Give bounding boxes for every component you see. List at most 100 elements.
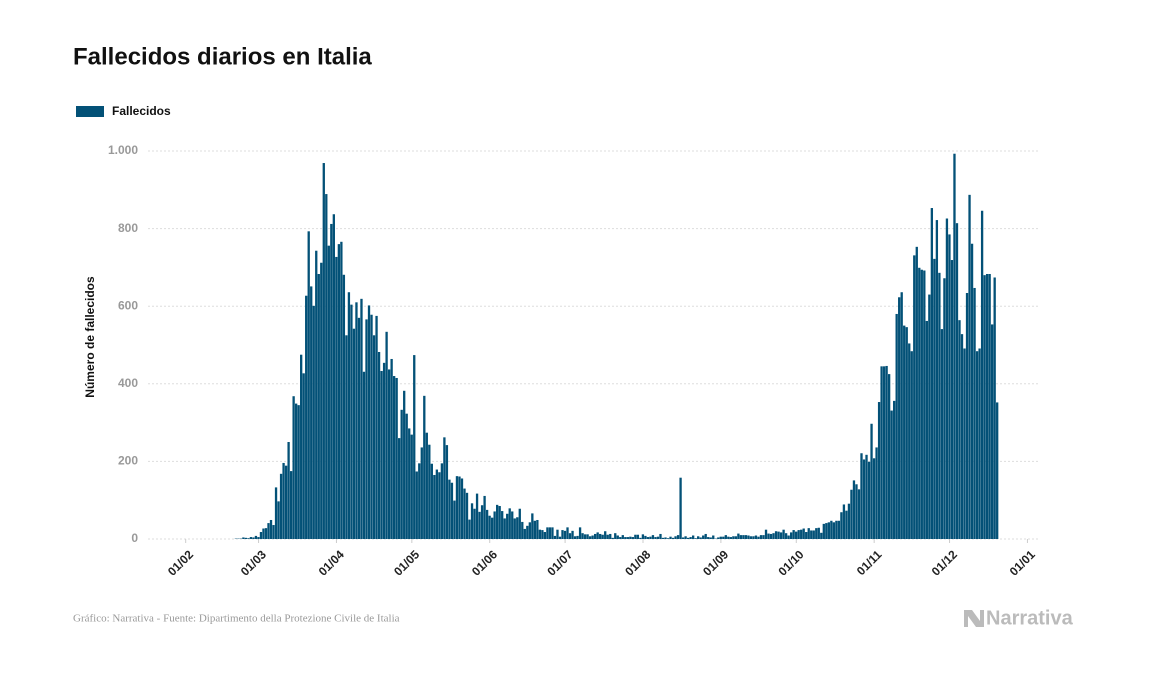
legend-label: Fallecidos [112,104,171,118]
bar [571,530,574,539]
bar [576,535,579,539]
bar [639,537,642,539]
bar [689,537,692,539]
bar [478,511,481,539]
bar [546,527,549,539]
bar [900,292,903,539]
bar [418,463,421,539]
bar [305,295,308,539]
bar [259,532,263,539]
bar [410,434,413,539]
bar [428,444,431,539]
x-tick-label: 01/02 [165,547,196,578]
bar [267,523,270,539]
bar [757,536,760,539]
bar [621,535,624,539]
y-tick-label: 0 [131,531,138,545]
bar [443,437,446,539]
x-tick-label: 01/10 [775,547,806,578]
bar [312,305,315,539]
y-tick-label: 600 [118,298,138,312]
bar [767,533,770,539]
bar [536,519,539,539]
bar [420,447,423,539]
bar [538,529,542,539]
bar [327,245,330,539]
bar [807,528,810,539]
bar [865,454,868,539]
bar [641,534,645,539]
y-tick-label: 200 [118,454,138,468]
bar [837,520,841,539]
bar [762,535,765,539]
bar [337,244,341,539]
bar [970,243,974,539]
bar [978,348,981,539]
y-tick-label: 1.000 [108,143,138,157]
bar [518,508,521,539]
bar [915,246,918,539]
bar [387,369,391,539]
bar [541,530,544,539]
bar [860,453,863,539]
bar [787,535,790,539]
bar [872,458,876,539]
bar [586,534,589,539]
bar [264,528,268,539]
bar [624,537,627,539]
bar [877,402,881,539]
bar [533,520,537,539]
bar [694,538,697,539]
bar [719,536,722,539]
bar [561,530,564,539]
bar [599,533,602,539]
bar [691,535,695,539]
bar [558,536,562,539]
bar [380,370,383,539]
bar [727,536,730,539]
bar [465,492,469,539]
bar [880,366,883,539]
bar [629,536,632,539]
bar [277,501,280,539]
bar [287,442,290,539]
x-tick-label: 01/07 [544,547,575,578]
bar [556,529,559,539]
bar [350,304,353,539]
bar [551,527,554,539]
bar [362,371,366,539]
bar [601,534,604,539]
legend-swatch [76,106,104,117]
bar [320,262,323,539]
bar [908,343,911,539]
bar [681,537,685,539]
bar [317,273,320,539]
x-tick-label: 01/01 [1007,547,1038,578]
bar [646,537,650,539]
bar [802,528,805,539]
bar [493,511,496,539]
bar [800,529,803,539]
bar [503,518,506,539]
bar [651,535,655,539]
bar [616,535,619,539]
bar [403,390,406,539]
bar [357,317,361,539]
bar [382,362,386,539]
bar [445,445,449,539]
bar [649,536,652,539]
bar [347,292,351,539]
bar [392,376,396,539]
bar [882,366,886,539]
bar [408,428,411,539]
bar [244,537,248,539]
bar [684,536,687,539]
bar [933,258,936,539]
bar [938,272,941,539]
bar [315,250,318,539]
bar [779,532,783,539]
bar [980,210,984,539]
brand-logo [964,610,984,627]
bar [774,531,778,539]
bar [413,355,416,539]
